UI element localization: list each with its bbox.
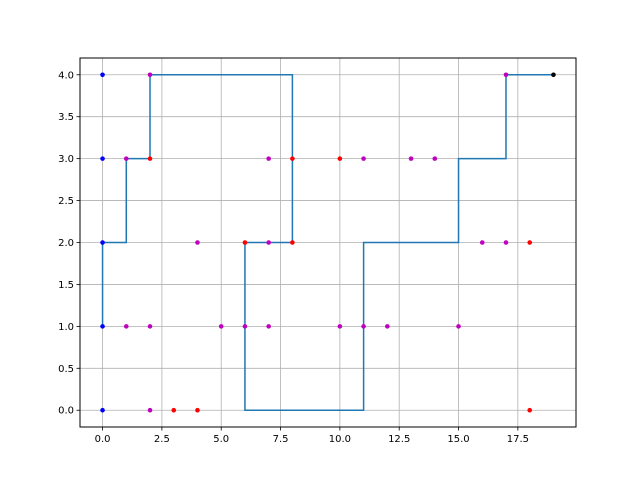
data-point: [266, 156, 271, 161]
data-point: [100, 324, 105, 329]
data-point: [503, 72, 509, 78]
data-point: [195, 240, 200, 245]
x-tick-label: 2.5: [154, 434, 170, 445]
data-point: [361, 156, 366, 161]
data-point: [479, 240, 485, 245]
y-tick-label: 3.5: [58, 112, 74, 123]
data-point: [266, 324, 271, 329]
data-point: [147, 156, 153, 161]
y-tick-label: 3.0: [58, 154, 74, 165]
data-point: [171, 407, 177, 413]
data-point: [218, 324, 224, 329]
data-point: [242, 324, 248, 329]
data-point: [195, 407, 200, 413]
data-point: [123, 324, 129, 329]
data-point: [290, 156, 295, 161]
data-point: [503, 240, 509, 245]
y-tick-label: 2.0: [58, 238, 74, 249]
data-point: [408, 156, 414, 161]
data-point: [527, 407, 533, 413]
data-point: [551, 72, 556, 78]
x-axis: 0.0 2.5 5.0 7.5 10.0 12.5 15.0 17.5: [95, 427, 529, 445]
x-tick-label: 15.0: [447, 434, 469, 445]
x-tick-label: 5.0: [213, 434, 229, 445]
data-point: [100, 156, 105, 161]
data-point: [337, 156, 343, 161]
data-point: [337, 324, 343, 329]
data-point: [100, 407, 105, 413]
x-tick-label: 12.5: [388, 434, 410, 445]
data-point: [123, 156, 129, 161]
data-point: [147, 324, 153, 329]
data-point: [266, 240, 271, 245]
data-point: [456, 324, 461, 329]
data-point: [100, 72, 105, 78]
data-point: [242, 240, 248, 245]
y-tick-label: 4.0: [58, 70, 74, 81]
data-point: [147, 407, 153, 413]
data-point: [147, 72, 153, 78]
y-tick-label: 0.0: [58, 406, 74, 417]
points-layer: [100, 72, 556, 413]
x-tick-label: 10.0: [329, 434, 351, 445]
data-point: [432, 156, 438, 161]
data-point: [385, 324, 390, 329]
data-point: [100, 240, 105, 245]
y-tick-label: 1.5: [58, 280, 74, 291]
x-tick-label: 17.5: [507, 434, 529, 445]
data-point: [527, 240, 533, 245]
data-point: [290, 240, 295, 245]
y-axis: 0.0 0.5 1.0 1.5 2.0 2.5 3.0 3.5 4.0: [58, 70, 80, 417]
data-point: [361, 324, 366, 329]
y-tick-label: 2.5: [58, 196, 74, 207]
y-tick-label: 0.5: [58, 364, 74, 375]
x-tick-label: 7.5: [273, 434, 289, 445]
x-tick-label: 0.0: [95, 434, 111, 445]
y-tick-label: 1.0: [58, 322, 74, 333]
